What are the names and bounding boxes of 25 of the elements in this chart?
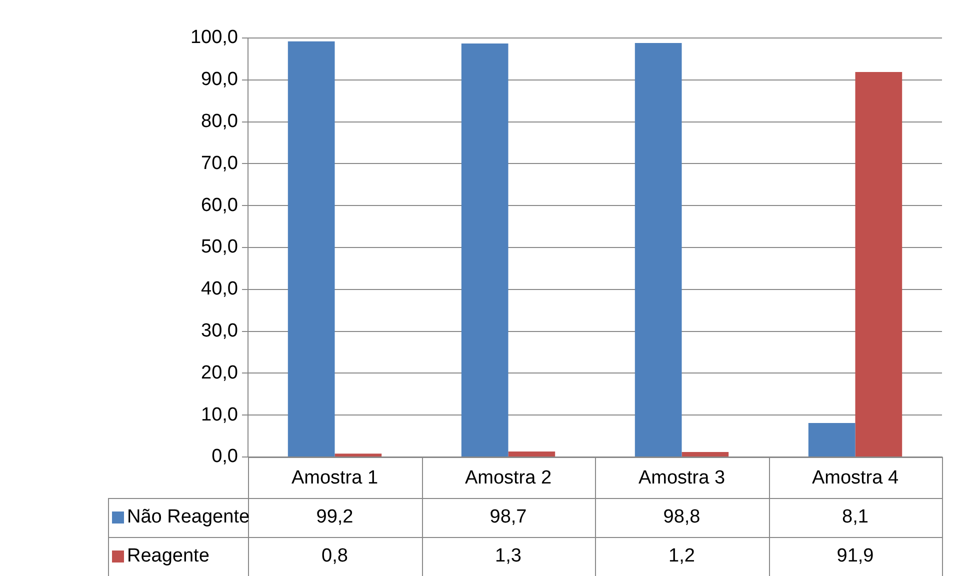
y-tick-label: 0,0	[212, 446, 238, 468]
data-label: 98,7	[490, 506, 527, 528]
x-tick-label: Amostra 1	[291, 468, 378, 489]
legend-label: Não Reagente	[127, 506, 250, 528]
y-tick-label: 40,0	[201, 278, 238, 300]
y-tick-label: 90,0	[201, 69, 238, 90]
data-label: 8,1	[842, 506, 868, 528]
data-label: 99,2	[316, 506, 354, 528]
y-tick-label: 30,0	[201, 320, 238, 342]
x-tick-label: Amostra 3	[638, 468, 726, 489]
y-tick-label: 60,0	[201, 194, 238, 216]
legend-label: Reagente	[127, 546, 210, 567]
y-tick-label: 50,0	[201, 236, 238, 258]
y-tick-label: 10,0	[201, 404, 238, 426]
data-label: 0,8	[322, 546, 348, 567]
y-tick-label: 100,0	[190, 27, 238, 48]
data-label: 91,9	[836, 546, 874, 567]
data-label: 1,3	[495, 546, 522, 567]
y-tick-label: 80,0	[201, 111, 238, 132]
y-tick-label: 70,0	[201, 152, 238, 174]
y-tick-label: 20,0	[201, 362, 238, 384]
data-label: 98,8	[663, 506, 700, 528]
data-label: 1,2	[668, 546, 695, 567]
x-tick-label: Amostra 4	[812, 468, 899, 489]
x-tick-label: Amostra 2	[464, 468, 552, 489]
